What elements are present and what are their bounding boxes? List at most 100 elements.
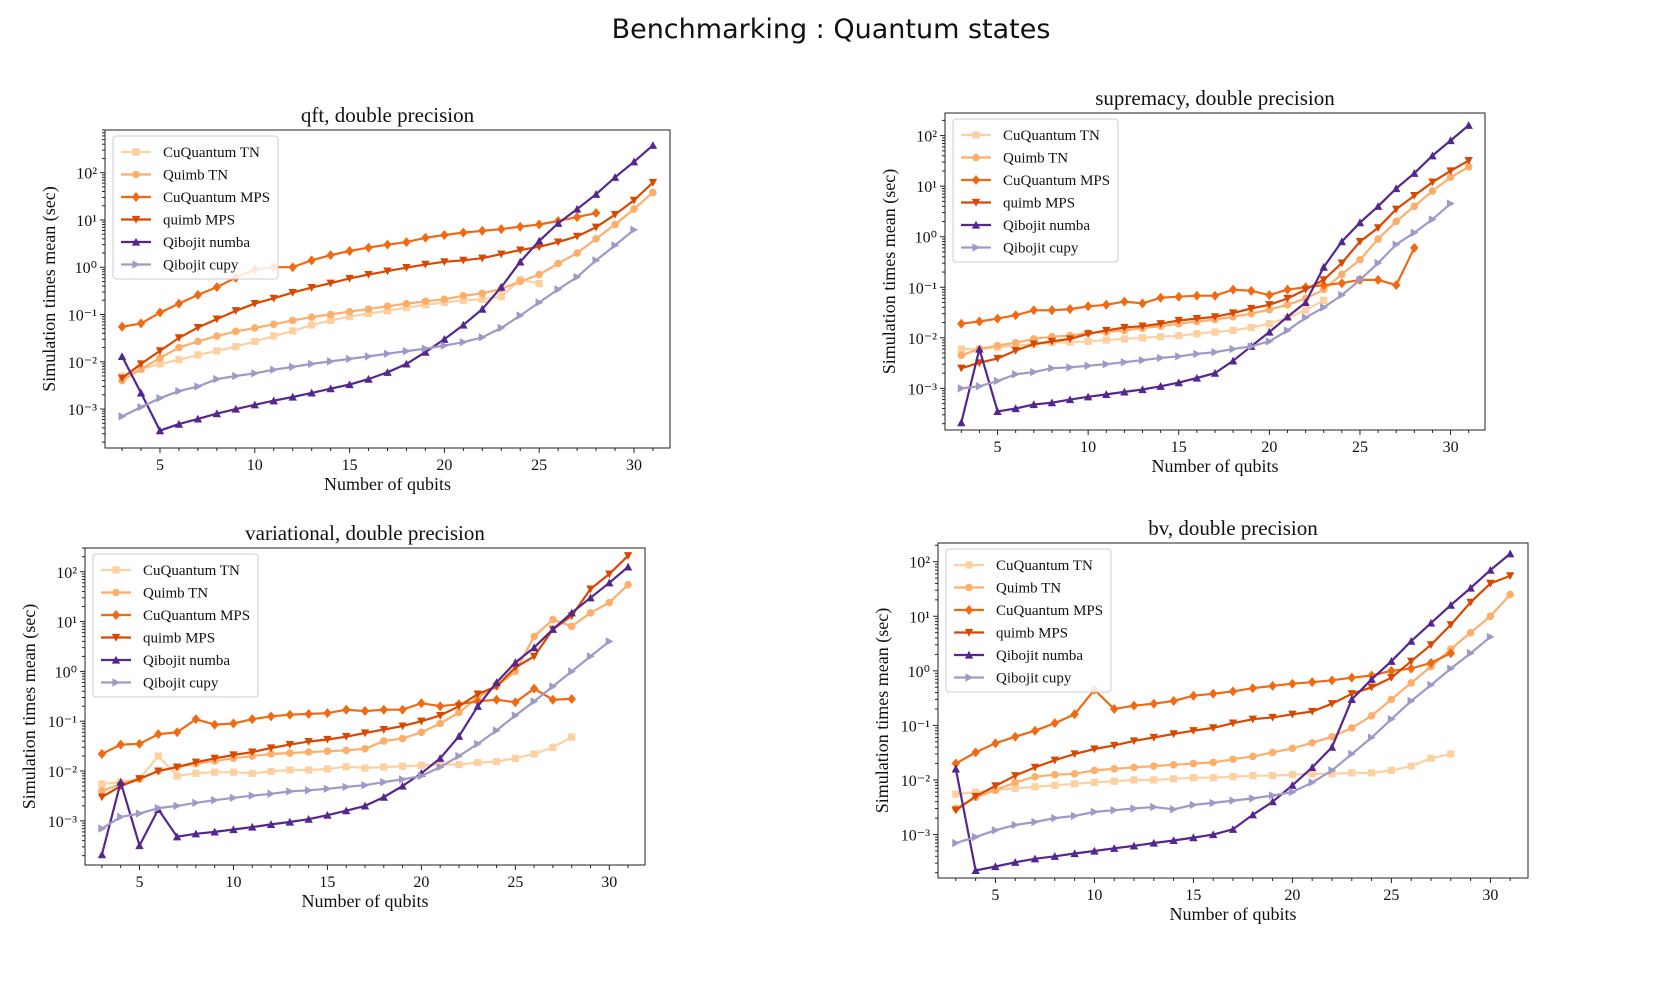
data-point (971, 792, 980, 801)
data-point (289, 362, 297, 372)
data-point (1337, 259, 1347, 268)
data-point (1337, 278, 1347, 289)
data-point (648, 178, 658, 187)
data-point (383, 267, 392, 276)
series-cuquantum-mps (97, 683, 576, 759)
data-point (229, 768, 238, 776)
data-point (1288, 678, 1297, 689)
series-line (101, 554, 629, 799)
data-point (136, 318, 146, 329)
data-point (345, 380, 354, 389)
data-point (402, 299, 411, 308)
data-point (952, 790, 960, 798)
legend-marker (131, 192, 141, 202)
legend-marker (971, 220, 981, 229)
data-point (1327, 675, 1337, 686)
data-point (156, 360, 164, 368)
data-point (440, 298, 448, 307)
data-point (1265, 301, 1274, 309)
data-point (1407, 696, 1416, 706)
data-point (289, 327, 297, 335)
data-point (1012, 370, 1020, 379)
data-point (1050, 756, 1060, 765)
data-point (267, 789, 276, 798)
data-point (210, 754, 219, 763)
data-point (975, 345, 984, 353)
data-point (1031, 817, 1040, 827)
data-point (436, 762, 445, 772)
data-point (172, 832, 182, 841)
data-point (175, 386, 184, 396)
data-point (156, 354, 164, 362)
data-point (1506, 590, 1514, 599)
data-point (212, 409, 222, 418)
data-point (478, 304, 487, 313)
data-point (193, 414, 203, 423)
data-point (323, 708, 332, 719)
legend-label: CuQuantum TN (1003, 128, 1100, 144)
data-point (474, 758, 482, 767)
data-point (975, 359, 984, 368)
data-point (1406, 636, 1416, 645)
data-point (568, 667, 576, 676)
data-point (248, 714, 257, 725)
data-point (421, 297, 430, 306)
x-tick-label: 25 (1352, 439, 1368, 456)
legend-label: Quimb TN (143, 586, 208, 602)
data-point (1050, 852, 1060, 860)
data-point (248, 791, 257, 800)
data-point (1130, 776, 1138, 784)
data-point (1301, 282, 1310, 293)
data-point (154, 752, 162, 760)
series-cuquantum-tn (98, 733, 576, 788)
data-point (1120, 335, 1128, 343)
y-tick-label: 10⁰ (915, 230, 937, 247)
data-point (1011, 778, 1020, 787)
data-point (307, 313, 316, 321)
data-point (1428, 151, 1437, 160)
data-point (991, 782, 1000, 791)
data-point (1229, 326, 1237, 335)
data-point (459, 320, 468, 329)
legend-label: quimb MPS (163, 213, 235, 229)
series-line (960, 159, 1470, 370)
data-point (1268, 748, 1277, 757)
data-point (1193, 349, 1202, 359)
data-point (364, 374, 373, 383)
legend (945, 548, 1112, 693)
data-point (511, 663, 520, 672)
data-point (137, 365, 145, 373)
data-point (972, 788, 980, 796)
data-point (308, 321, 316, 329)
data-point (623, 562, 633, 571)
data-point (1302, 313, 1310, 322)
y-tick-label: 10⁻³ (901, 828, 930, 845)
page-title: Benchmarking : Quantum states (611, 14, 1051, 45)
data-point (1410, 242, 1419, 253)
data-point (497, 224, 506, 235)
data-point (473, 696, 482, 707)
chart-title: qft, double precision (301, 103, 475, 127)
data-point (342, 746, 351, 755)
data-point (1446, 648, 1455, 659)
legend-marker (111, 655, 121, 664)
series-cuquantum-tn (952, 750, 1455, 798)
data-point (307, 284, 316, 292)
data-point (383, 368, 392, 376)
data-point (1328, 770, 1336, 778)
data-point (192, 798, 201, 808)
legend (92, 553, 259, 698)
data-point (1129, 737, 1139, 746)
data-point (1307, 677, 1317, 688)
series-quimb-mps (957, 157, 1473, 373)
data-point (135, 738, 144, 749)
data-point (345, 274, 354, 283)
data-point (135, 841, 144, 850)
data-point (492, 678, 501, 687)
data-point (173, 801, 182, 811)
data-point (1320, 303, 1328, 312)
y-tick-label: 10⁰ (55, 664, 77, 681)
data-point (1065, 335, 1075, 344)
x-axis-label: Number of qubits (1170, 904, 1297, 924)
